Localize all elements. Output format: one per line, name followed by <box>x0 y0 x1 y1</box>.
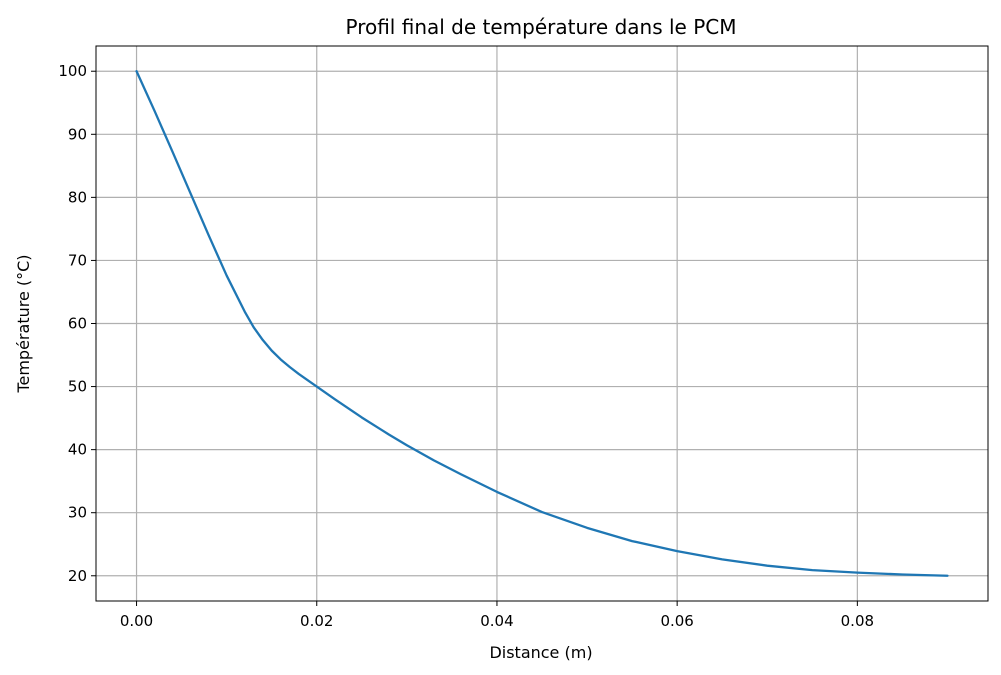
y-tick-label: 20 <box>68 567 87 585</box>
y-tick-label: 90 <box>68 125 87 143</box>
x-tick-label: 0.02 <box>300 612 333 630</box>
y-axis-label: Température (°C) <box>14 254 33 393</box>
x-tick-label: 0.06 <box>660 612 693 630</box>
grid <box>96 46 988 601</box>
y-tick-label: 100 <box>58 62 87 80</box>
y-tick-label: 60 <box>68 315 87 333</box>
x-axis: 0.00 0.02 0.04 0.06 0.08 <box>120 601 874 630</box>
y-tick-label: 80 <box>68 188 87 206</box>
series-layer <box>135 70 949 577</box>
y-tick-label: 70 <box>68 251 87 269</box>
temperature-profile-line <box>135 70 949 577</box>
chart-title: Profil final de température dans le PCM <box>345 15 736 39</box>
x-tick-label: 0.08 <box>841 612 874 630</box>
y-tick-label: 30 <box>68 504 87 522</box>
y-tick-label: 40 <box>68 441 87 459</box>
y-tick-label: 50 <box>68 378 87 396</box>
x-tick-label: 0.04 <box>480 612 513 630</box>
x-tick-label: 0.00 <box>120 612 153 630</box>
y-axis: 20 30 40 50 60 70 80 90 100 <box>58 62 96 585</box>
x-axis-label: Distance (m) <box>489 643 592 662</box>
